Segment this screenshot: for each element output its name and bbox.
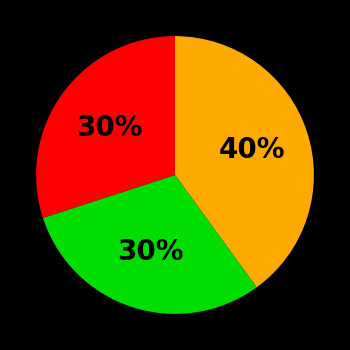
Text: 40%: 40%: [218, 136, 285, 164]
Wedge shape: [175, 36, 314, 287]
Wedge shape: [43, 175, 257, 314]
Wedge shape: [36, 36, 175, 218]
Text: 30%: 30%: [117, 238, 183, 266]
Text: 30%: 30%: [77, 114, 143, 142]
